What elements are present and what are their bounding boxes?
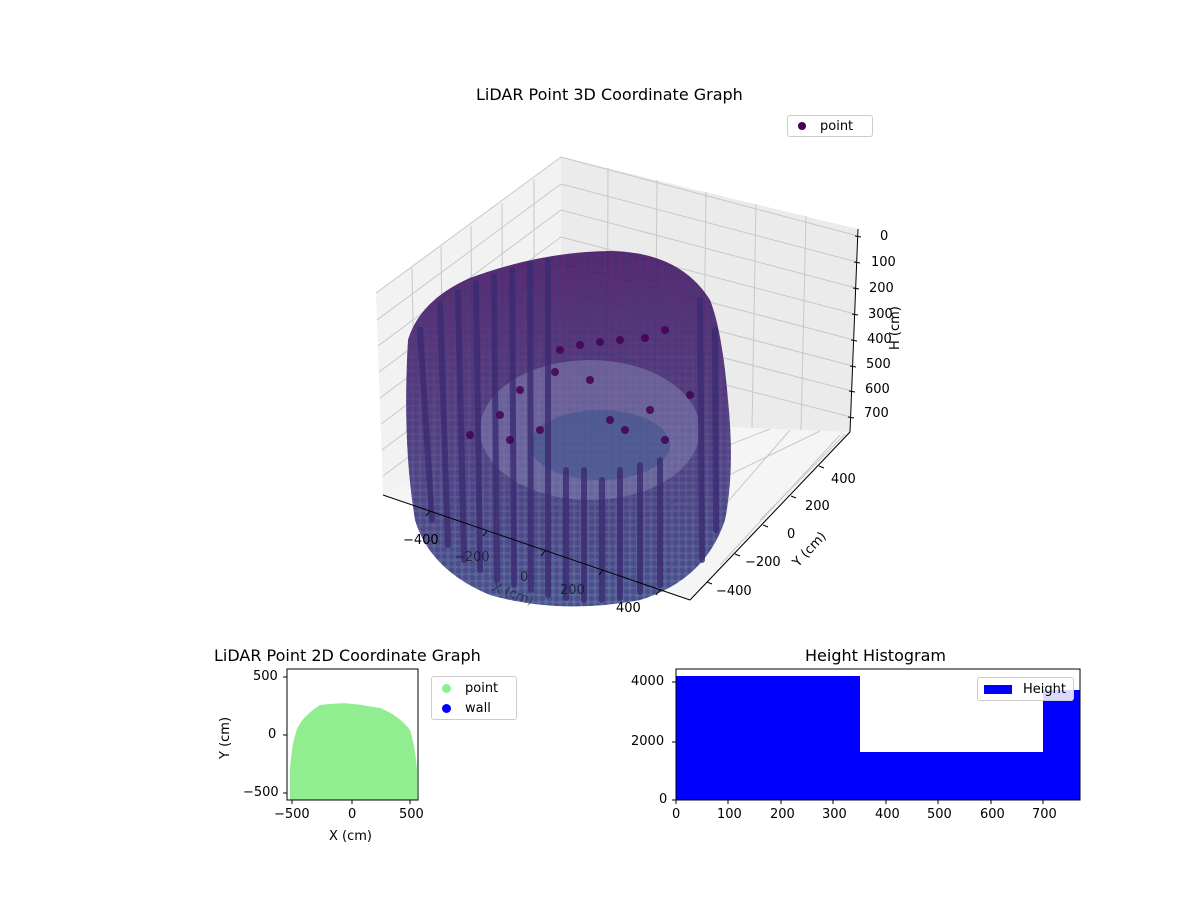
- wall-marker-icon: [442, 703, 451, 713]
- point-marker-icon: [798, 122, 806, 130]
- z-tick: 0: [880, 229, 889, 244]
- z-tick: 600: [865, 382, 890, 397]
- y-tick: 0: [787, 527, 796, 542]
- y-tick: 0: [268, 727, 277, 742]
- hist-bar: [860, 752, 1044, 800]
- x-tick: 200: [770, 807, 795, 822]
- histogram-title: Height Histogram: [805, 646, 946, 665]
- y-tick: −200: [745, 555, 781, 570]
- y-tick: −400: [716, 584, 752, 599]
- 3d-point-cloud: [406, 251, 731, 607]
- x-tick: −400: [403, 533, 439, 548]
- hist-bar: [676, 676, 860, 800]
- hist-bar: [1043, 690, 1080, 800]
- y-tick: 4000: [631, 674, 665, 689]
- z-tick: 400: [867, 332, 892, 347]
- z-tick: 100: [871, 255, 896, 270]
- y-tick: 2000: [631, 734, 665, 749]
- legend-label: point: [820, 118, 854, 134]
- x-tick: 700: [1032, 807, 1057, 822]
- legend-item-height: Height: [978, 679, 1073, 699]
- legend-label: Height: [1023, 681, 1066, 697]
- plot3d-title: LiDAR Point 3D Coordinate Graph: [476, 85, 743, 104]
- y-tick: 0: [659, 792, 668, 807]
- plot3d-legend: point: [787, 115, 873, 137]
- x-tick: 100: [717, 807, 742, 822]
- plot2d-legend: point wall: [431, 676, 517, 720]
- z-tick: 200: [869, 281, 894, 296]
- x-tick: 600: [980, 807, 1005, 822]
- legend-item-wall: wall: [432, 698, 516, 718]
- 3d-axes: [382, 228, 862, 601]
- height-patch-icon: [984, 684, 1012, 694]
- x-tick: 400: [616, 601, 641, 616]
- legend-item-point: point: [432, 678, 516, 698]
- plot2d-title: LiDAR Point 2D Coordinate Graph: [214, 646, 481, 665]
- y-tick: 400: [831, 472, 856, 487]
- legend-label: point: [465, 680, 499, 696]
- z-tick: 300: [868, 307, 893, 322]
- x-tick: 0: [520, 570, 529, 585]
- x-tick: −500: [274, 807, 310, 822]
- histogram-legend: Height: [977, 677, 1074, 701]
- x-axis-label: X (cm): [329, 829, 372, 844]
- x-tick: −200: [454, 550, 490, 565]
- y-tick: 200: [805, 499, 830, 514]
- point-marker-icon: [442, 683, 451, 693]
- x-tick: 400: [875, 807, 900, 822]
- y-tick: −500: [243, 785, 279, 800]
- x-tick: 500: [927, 807, 952, 822]
- z-tick: 500: [866, 357, 891, 372]
- x-tick: 0: [348, 807, 357, 822]
- x-tick: 500: [399, 807, 424, 822]
- x-tick: 0: [672, 807, 681, 822]
- y-tick: 500: [253, 669, 278, 684]
- legend-item-point: point: [788, 116, 872, 136]
- x-tick: 300: [822, 807, 847, 822]
- legend-label: wall: [465, 700, 491, 716]
- x-tick: 200: [560, 583, 585, 598]
- z-tick: 700: [864, 406, 889, 421]
